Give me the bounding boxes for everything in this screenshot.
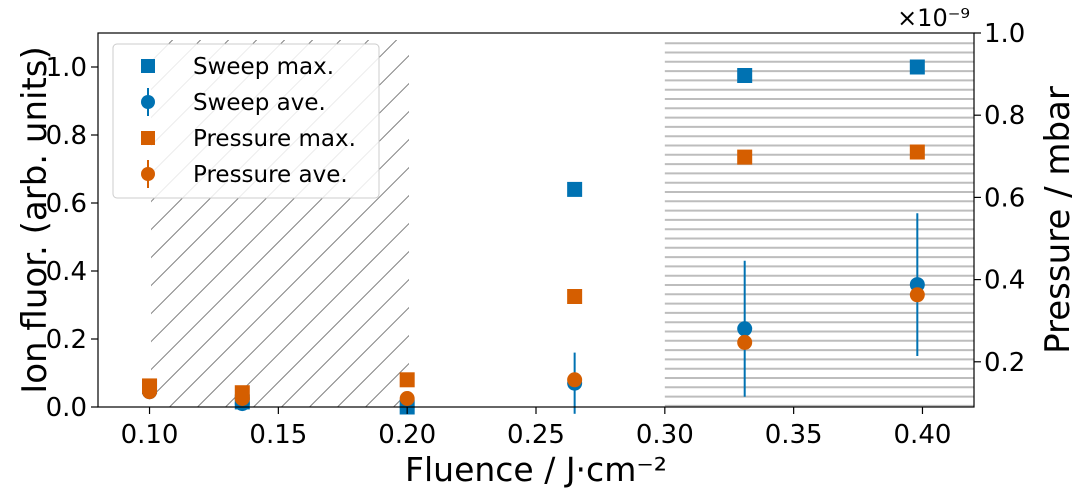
marker-circle [737,321,753,337]
marker-circle [909,287,925,303]
x-tick-label: 0.30 [636,420,694,450]
marker-square [909,59,925,75]
hatch-line [253,250,409,407]
y-left-tick-label: 0.2 [46,325,87,355]
hatch-line [337,334,409,407]
hatch-line [478,40,845,407]
marker-circle [737,334,753,350]
y-left-tick-label: 0.6 [46,189,87,219]
hatch-line [646,40,1013,407]
legend-marker-circle [141,167,155,181]
legend: Sweep max. Sweep ave. Pressure max. Pressur… [112,43,380,199]
x-tick-label: 0.25 [507,420,565,450]
data-markers [142,59,925,415]
hatch-line [590,40,957,407]
hatch-line [151,110,409,371]
y-right-tick-label: 0.8 [984,101,1025,131]
shaded-regions [151,40,1072,407]
y-right-tick-label: 1.0 [984,19,1025,49]
hatch-line [786,40,1072,407]
y-left-tick-label: 0.8 [46,121,87,151]
x-tick-label: 0.20 [378,420,436,450]
hatch-line [169,166,409,407]
marker-circle [567,372,583,388]
y-right-tick-label: 0.2 [984,348,1025,378]
hatch-line [534,40,901,407]
marker-circle [142,384,158,400]
hatch-line [151,138,409,399]
legend-label: Pressure max. [193,126,356,152]
hatch-line [618,40,985,407]
y-axis-left: 0.0 0.2 0.4 0.6 0.8 1.0 [46,53,98,423]
y-left-tick-label: 0.4 [46,257,87,287]
hatch-line [450,40,817,407]
y-right-tick-label: 0.6 [984,183,1025,213]
legend-marker-circle [141,95,155,109]
y-right-tick-label: 0.4 [984,266,1025,296]
legend-marker-square [141,131,155,145]
legend-marker-square [141,59,155,73]
x-tick-label: 0.35 [765,420,823,450]
x-tick-label: 0.15 [249,420,307,450]
marker-circle [234,391,250,406]
legend-label: Sweep ave. [193,90,326,116]
y-axis-left-label: Ion fluor. (arb. units) [15,46,55,394]
legend-label: Pressure ave. [193,162,348,188]
hatch-line [506,40,873,407]
hatch-line [309,306,409,407]
marker-square [567,181,583,197]
x-axis: 0.10 0.15 0.20 0.25 0.30 0.35 0.40 [121,407,952,450]
hatch-line [151,82,409,343]
hatch-line [422,40,789,407]
hatch-line [197,194,409,407]
marker-square [737,68,753,83]
marker-square [399,372,415,388]
y-left-tick-label: 1.0 [46,53,87,83]
y-axis-right: 0.2 0.4 0.6 0.8 1.0 [974,19,1025,378]
y-axis-right-label: Pressure / mbar [1038,86,1072,354]
hatch-line [281,278,409,407]
x-axis-label: Fluence / J·cm⁻² [405,450,667,489]
marker-square [909,144,925,160]
y-axis-right-offset: ×10⁻⁹ [897,4,970,32]
marker-circle [399,391,415,406]
hatch-line [225,222,409,407]
marker-square [567,289,583,304]
x-tick-label: 0.10 [121,420,179,450]
legend-label: Sweep max. [193,54,334,80]
hline-region [664,42,974,407]
marker-square [737,149,753,165]
legend-box [112,43,380,199]
x-tick-label: 0.40 [894,420,952,450]
hatch-line [365,362,409,407]
y-left-tick-label: 0.0 [46,393,87,423]
hatch-line [393,390,409,407]
